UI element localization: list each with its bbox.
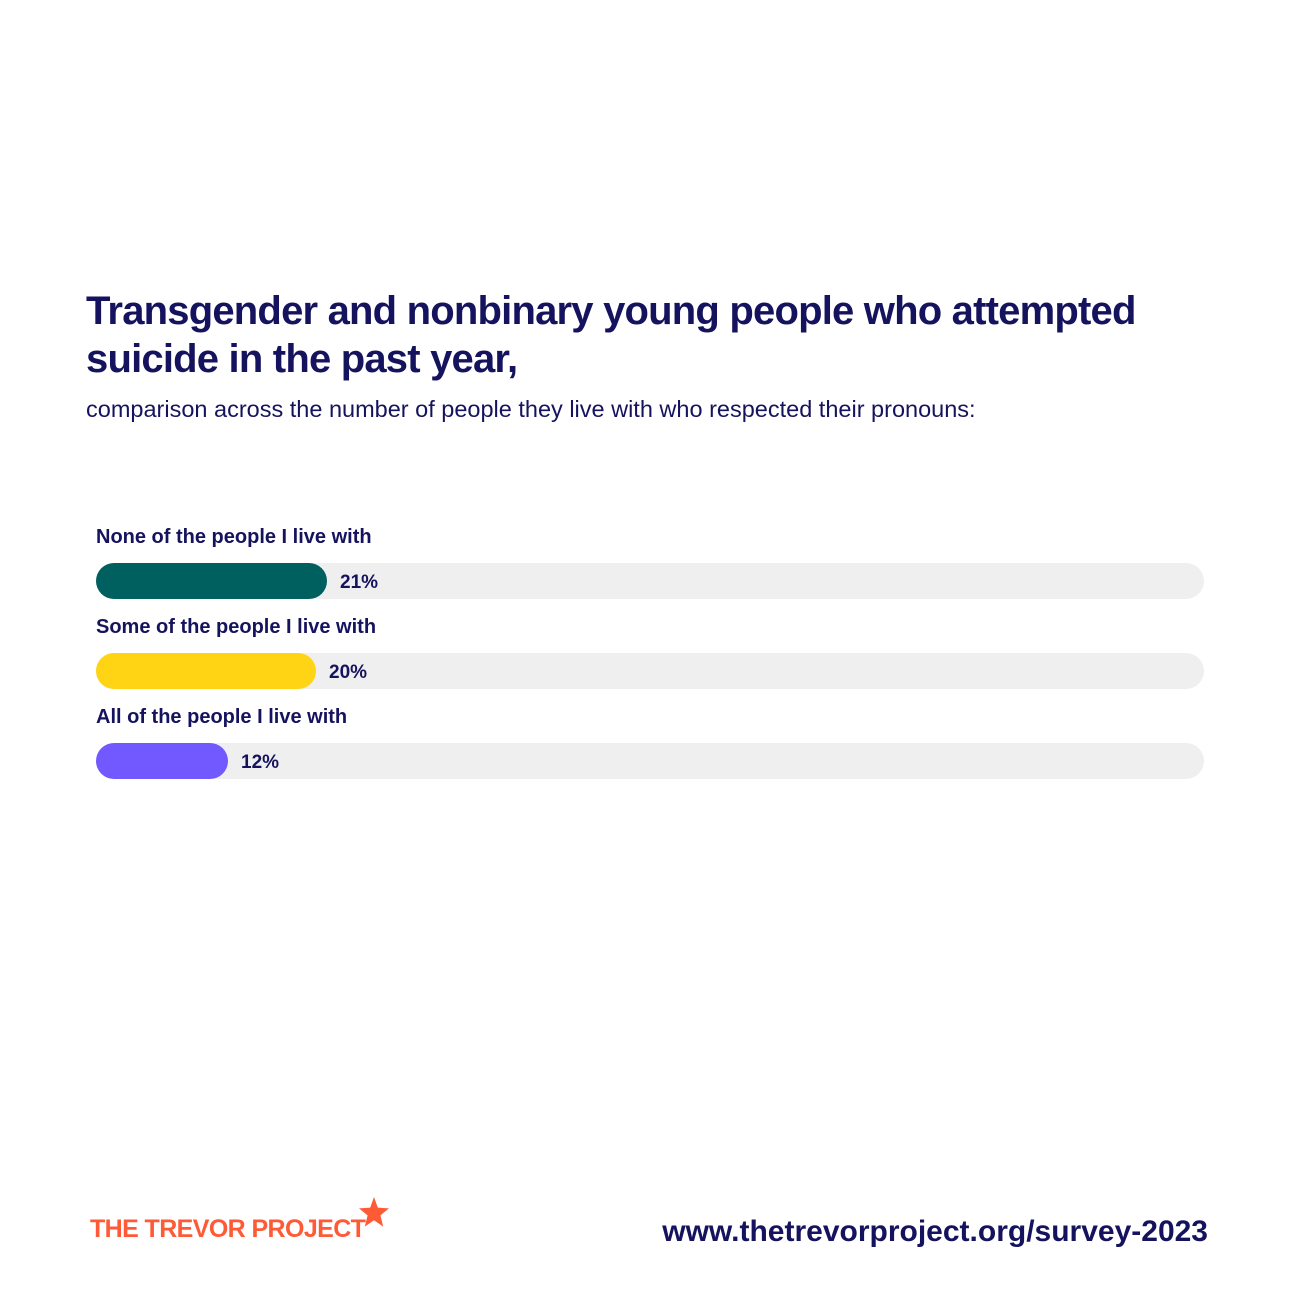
bar-track	[96, 743, 1204, 779]
category-label: All of the people I live with	[96, 706, 347, 728]
chart-subtitle: comparison across the number of people t…	[86, 396, 976, 422]
bar-track	[96, 563, 1204, 599]
category-label: None of the people I live with	[96, 526, 372, 548]
bar-track	[96, 653, 1204, 689]
star-icon	[359, 1197, 389, 1227]
bar	[96, 743, 228, 779]
value-label: 12%	[241, 752, 279, 773]
bar	[96, 563, 327, 599]
value-label: 21%	[340, 572, 378, 593]
value-label: 20%	[329, 662, 367, 683]
survey-url: www.thetrevorproject.org/survey-2023	[662, 1215, 1208, 1248]
brand-name: THE TREVOR PROJECT	[90, 1215, 366, 1243]
chart-title: Transgender and nonbinary young people w…	[86, 289, 1136, 381]
bar	[96, 653, 316, 689]
bar-chart: None of the people I live with 21% Some of…	[96, 520, 1204, 790]
category-label: Some of the people I live with	[96, 616, 376, 638]
bar-chart-svg: None of the people I live with 21% Some of…	[96, 526, 1204, 779]
